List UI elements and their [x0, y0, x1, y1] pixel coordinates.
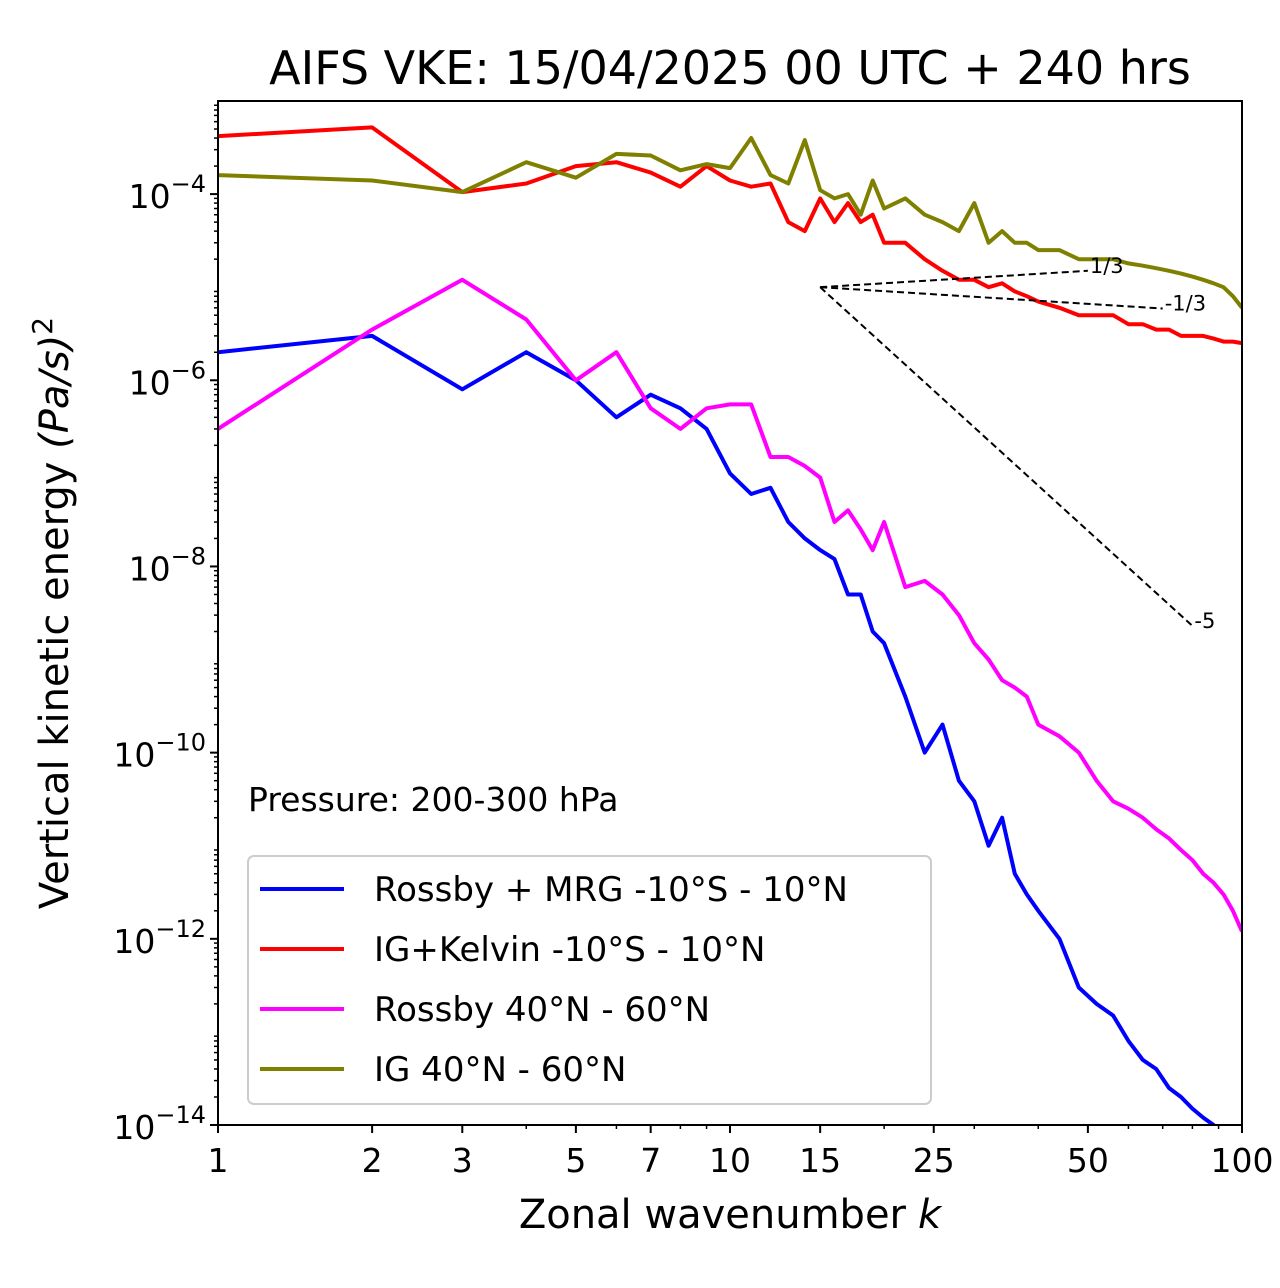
y-axis-label: Vertical kinetic energy (Pa/s)2 [26, 317, 78, 909]
legend-label-4: IG 40°N - 60°N [374, 1050, 626, 1090]
series-line-4 [218, 136, 1242, 310]
x-tick-label: 25 [913, 1141, 955, 1180]
x-tick-label: 3 [452, 1141, 473, 1180]
reference-slope-label-2: -1/3 [1165, 292, 1206, 316]
reference-slope-line-1 [820, 269, 1088, 289]
pressure-annotation: Pressure: 200-300 hPa [248, 780, 618, 819]
y-tick-label: 10−4 [129, 170, 206, 216]
reference-slope-layer: 1/3 -1/3 -5 [819, 254, 1215, 633]
legend-box [247, 855, 932, 1105]
series-line-2 [218, 125, 1242, 346]
series-line-3 [218, 277, 1242, 933]
legend: Rossby + MRG -10°S - 10°N IG+Kelvin -10°S… [260, 870, 848, 1090]
reference-slope-label-3: -5 [1194, 609, 1215, 633]
reference-slope-line-2 [820, 286, 1163, 310]
y-tick-label: 10−10 [113, 729, 206, 775]
x-tick-label: 7 [640, 1141, 661, 1180]
series-line-1 [218, 333, 1217, 1125]
chart-title: AIFS VKE: 15/04/2025 00 UTC + 240 hrs [269, 41, 1191, 95]
legend-label-1: Rossby + MRG -10°S - 10°N [374, 870, 848, 910]
x-axis-ticks: 1 2 3 5 7 10 15 25 50 100 [208, 1125, 1274, 1180]
legend-label-3: Rossby 40°N - 60°N [374, 990, 710, 1030]
y-axis-ticks: 10−14 10−12 10−10 10−8 10−6 10−4 [113, 104, 218, 1147]
y-tick-label: 10−14 [113, 1101, 206, 1147]
x-tick-label: 100 [1211, 1141, 1274, 1180]
x-tick-label: 2 [362, 1141, 383, 1180]
y-tick-label: 10−12 [113, 915, 206, 961]
series-layer [218, 125, 1242, 1125]
reference-slope-label-1: 1/3 [1090, 254, 1124, 278]
y-tick-label: 10−6 [129, 356, 206, 402]
legend-label-2: IG+Kelvin -10°S - 10°N [374, 930, 765, 970]
x-tick-label: 15 [799, 1141, 841, 1180]
x-tick-label: 1 [208, 1141, 229, 1180]
x-tick-label: 5 [565, 1141, 586, 1180]
x-tick-label: 50 [1067, 1141, 1109, 1180]
x-tick-label: 10 [709, 1141, 751, 1180]
y-tick-label: 10−8 [129, 542, 206, 588]
reference-slope-line-3 [819, 286, 1194, 627]
x-axis-label: Zonal wavenumber k [519, 1192, 943, 1238]
